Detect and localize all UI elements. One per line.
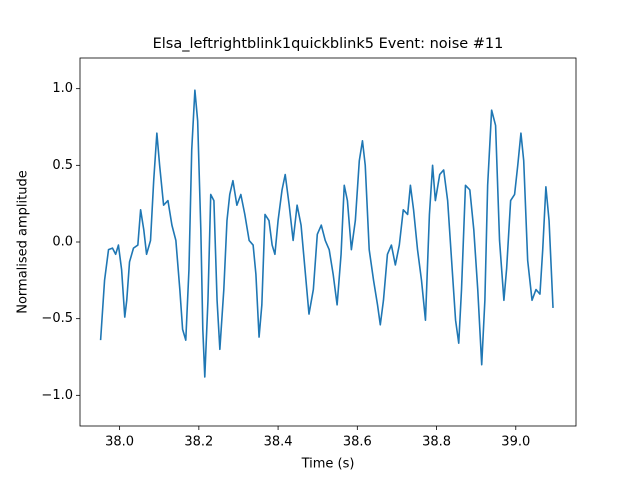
- x-axis-label: Time (s): [301, 457, 355, 472]
- x-tick-label: 38.6: [343, 435, 372, 450]
- data-line: [99, 89, 554, 378]
- y-axis-label: Normalised amplitude: [16, 170, 31, 314]
- y-tick-label: 0.0: [52, 235, 73, 250]
- chart-title: Elsa_leftrightblink1quickblink5 Event: n…: [153, 36, 504, 52]
- x-tick-label: 38.2: [184, 435, 213, 450]
- y-tick-label: −1.0: [41, 388, 73, 403]
- y-tick-label: 0.5: [52, 158, 73, 173]
- y-tick-label: 1.0: [52, 81, 73, 96]
- x-tick-label: 38.0: [105, 435, 134, 450]
- x-tick-label: 38.8: [422, 435, 451, 450]
- y-tick-label: −0.5: [41, 311, 73, 326]
- x-tick-label: 38.4: [264, 435, 293, 450]
- x-tick-label: 39.0: [501, 435, 530, 450]
- plot-frame: [79, 57, 577, 427]
